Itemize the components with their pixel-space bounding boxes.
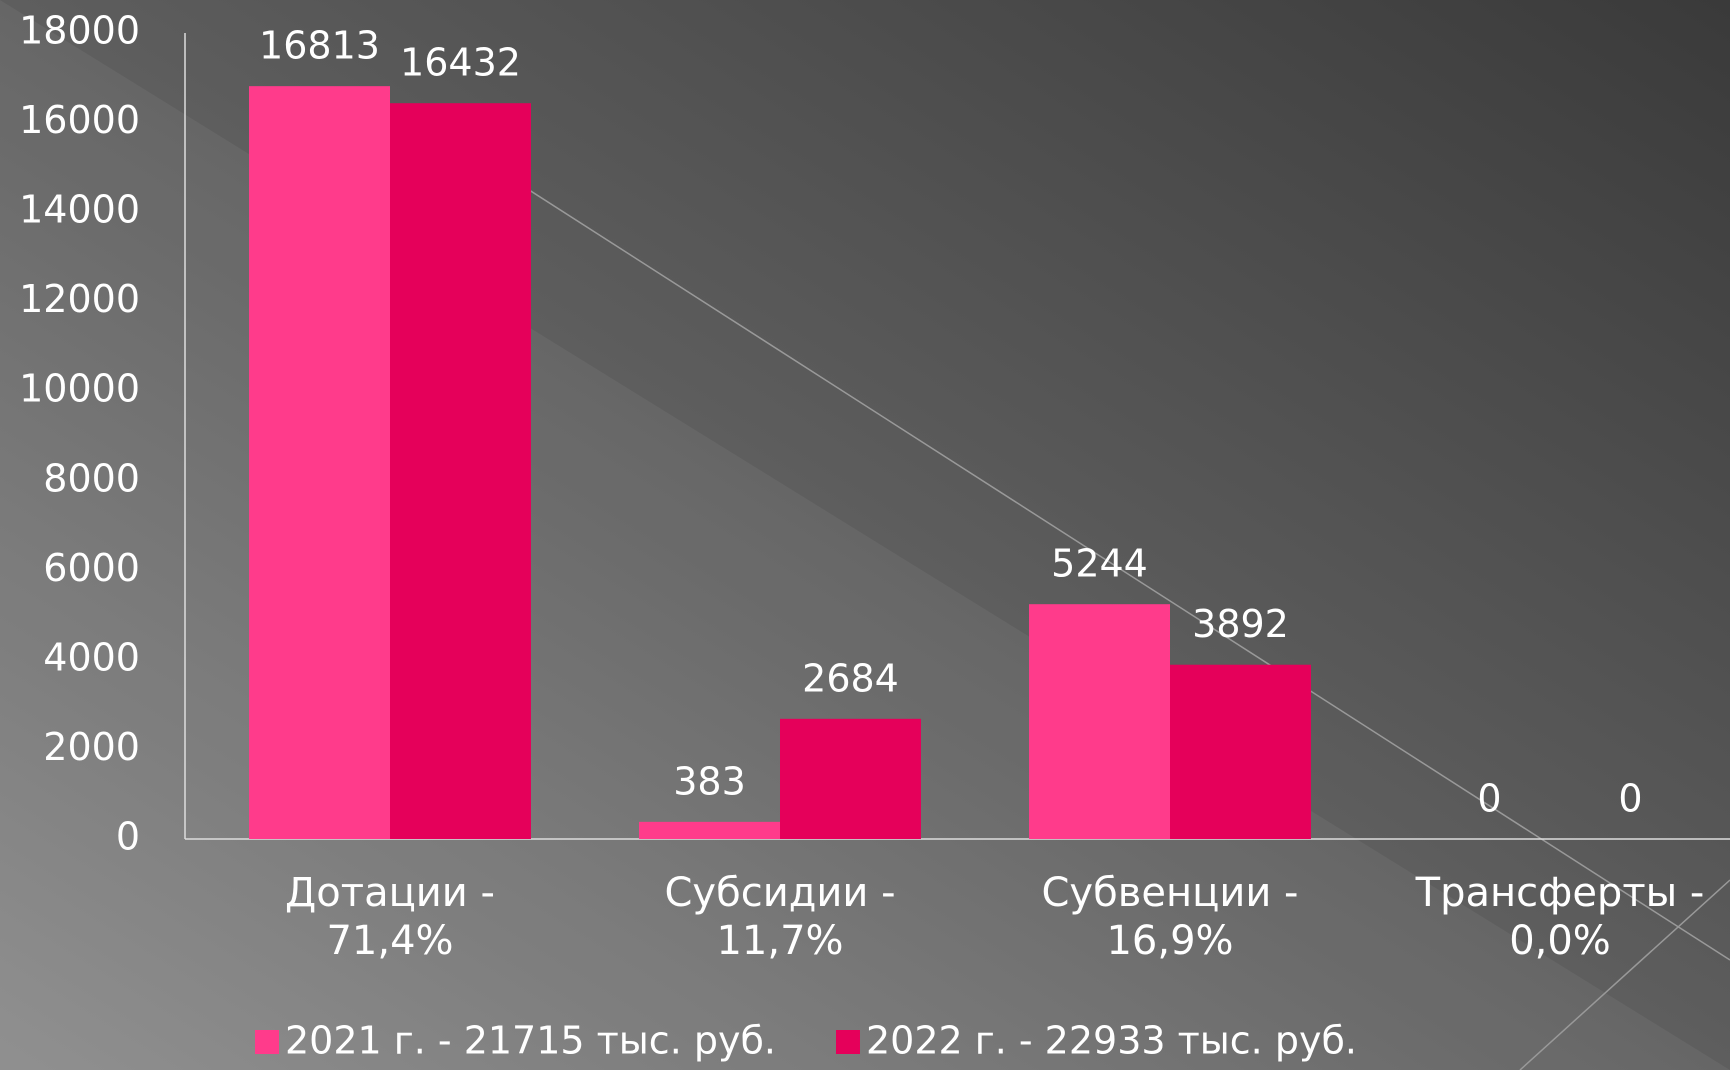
decor-line: [419, 119, 1730, 961]
y-tick-label: 14000: [19, 188, 140, 232]
y-tick-label: 16000: [19, 98, 140, 142]
data-label: 16813: [259, 24, 380, 68]
data-label: 383: [673, 759, 746, 803]
legend-label: 2021 г. - 21715 тыс. руб.: [285, 1019, 776, 1063]
y-tick-label: 10000: [19, 367, 140, 411]
legend-swatch: [835, 1030, 860, 1054]
y-tick-label: 18000: [19, 9, 140, 53]
bar: [390, 103, 531, 840]
bar: [780, 718, 921, 839]
decor-line: [1519, 879, 1730, 1070]
data-label: 3892: [1192, 602, 1289, 646]
legend-swatch: [255, 1030, 279, 1054]
bar: [1170, 664, 1311, 839]
x-tick-label: Трансферты - 0,0%: [1415, 870, 1705, 964]
y-tick-label: 8000: [43, 456, 140, 500]
y-tick-label: 0: [116, 815, 140, 859]
bar: [249, 86, 390, 839]
x-tick-label: Дотации - 71,4%: [285, 870, 495, 964]
y-tick-label: 6000: [43, 546, 140, 590]
data-label: 5244: [1051, 542, 1148, 586]
data-label: 2684: [802, 656, 899, 700]
data-label: 0: [1618, 777, 1642, 821]
x-tick-label: Субсидии - 11,7%: [664, 870, 896, 964]
y-tick-label: 4000: [43, 635, 140, 679]
bar: [1029, 604, 1170, 839]
y-tick-label: 2000: [43, 725, 140, 769]
data-label: 0: [1477, 777, 1501, 821]
data-label: 16432: [400, 41, 521, 85]
y-tick-label: 12000: [19, 277, 140, 321]
x-tick-label: Субвенции - 16,9%: [1041, 870, 1299, 964]
bar: [639, 821, 780, 839]
legend-label: 2022 г. - 22933 тыс. руб.: [866, 1019, 1357, 1063]
